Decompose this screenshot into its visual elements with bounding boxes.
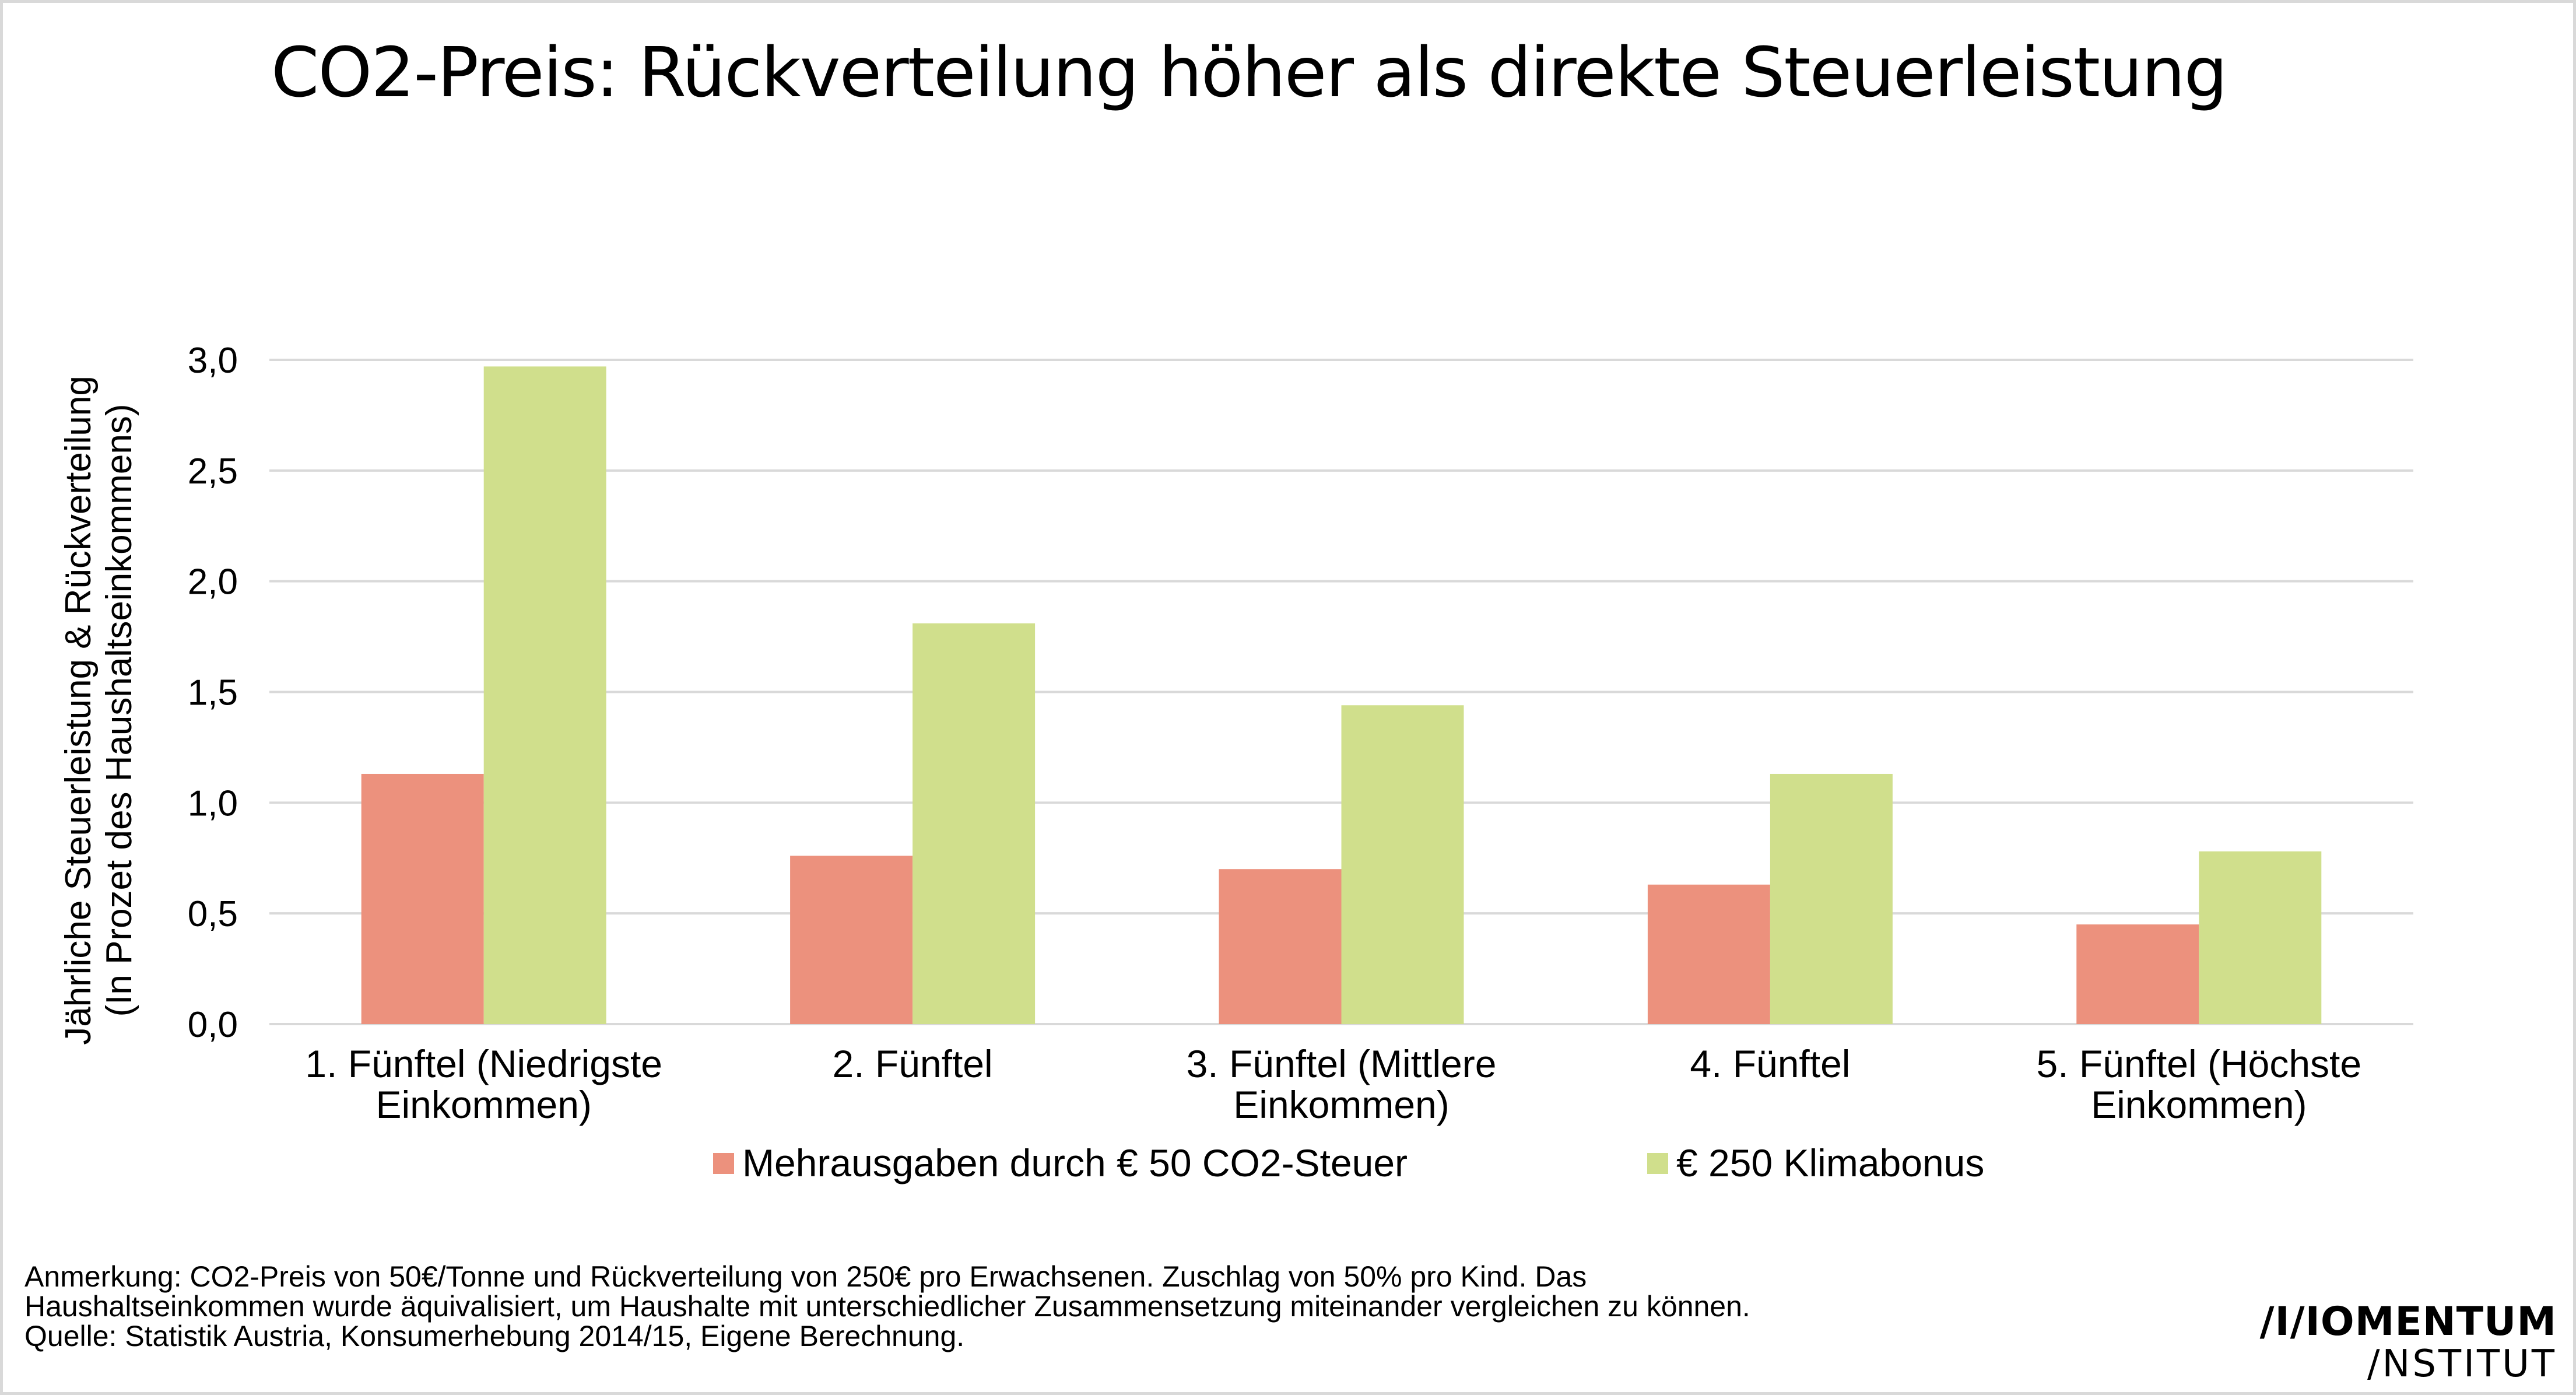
x-category-label: Einkommen) bbox=[1233, 1083, 1449, 1126]
bar-co2-steuer bbox=[2076, 924, 2199, 1024]
note-line-2: Haushaltseinkommen wurde äquivalisiert, … bbox=[24, 1290, 1750, 1323]
y-tick-label: 2,5 bbox=[188, 451, 238, 492]
note-line-1: Anmerkung: CO2-Preis von 50€/Tonne und R… bbox=[24, 1260, 1587, 1293]
bar-co2-steuer bbox=[1219, 869, 1342, 1024]
x-category-label: Einkommen) bbox=[2091, 1083, 2307, 1126]
x-category-label: 3. Fünftel (Mittlere bbox=[1187, 1042, 1497, 1085]
source-line: Quelle: Statistik Austria, Konsumerhebun… bbox=[24, 1320, 965, 1352]
y-axis-label: Jährliche Steuerleistung & Rückverteilun… bbox=[58, 376, 99, 1045]
x-category-label: Einkommen) bbox=[375, 1083, 591, 1126]
bar-co2-steuer bbox=[361, 773, 484, 1024]
y-axis-label: (In Prozet des Haushaltseinkommens) bbox=[99, 404, 139, 1017]
x-category-label: 1. Fünftel (Niedrigste bbox=[305, 1042, 662, 1085]
y-tick-label: 3,0 bbox=[188, 341, 238, 381]
bar-klimabonus bbox=[913, 623, 1036, 1024]
y-tick-label: 2,0 bbox=[188, 562, 238, 602]
y-tick-label: 1,5 bbox=[188, 673, 238, 713]
y-tick-label: 0,5 bbox=[188, 894, 238, 934]
legend-label: Mehrausgaben durch € 50 CO2-Steuer bbox=[742, 1141, 1408, 1184]
logo-line-1: /I/IOMENTUM bbox=[2259, 1299, 2557, 1345]
y-tick-label: 0,0 bbox=[188, 1005, 238, 1045]
bar-klimabonus bbox=[1770, 773, 1893, 1024]
chart-title: CO2-Preis: Rückverteilung höher als dire… bbox=[271, 32, 2228, 113]
y-tick-label: 1,0 bbox=[188, 783, 238, 823]
bar-klimabonus bbox=[2199, 851, 2322, 1024]
legend-label: € 250 Klimabonus bbox=[1676, 1141, 1984, 1184]
x-category-label: 2. Fünftel bbox=[833, 1042, 993, 1085]
bar-chart: 0,0 0,5 1,0 1,5 2,0 2,5 3,0 1. Fünftel (Niedrig… bbox=[58, 341, 2413, 1184]
bar-co2-steuer bbox=[790, 856, 913, 1024]
logo-line-2: /NSTITUT bbox=[2367, 1343, 2557, 1386]
x-category-label: 4. Fünftel bbox=[1690, 1042, 1850, 1085]
legend-swatch bbox=[713, 1153, 734, 1174]
bar-klimabonus bbox=[483, 366, 606, 1024]
x-category-label: 5. Fünftel (Höchste bbox=[2037, 1042, 2362, 1085]
legend-swatch bbox=[1647, 1153, 1668, 1174]
bar-klimabonus bbox=[1341, 705, 1464, 1024]
momentum-institut-logo: /I/IOMENTUM /NSTITUT bbox=[2260, 1302, 2557, 1383]
bar-co2-steuer bbox=[1647, 884, 1770, 1024]
